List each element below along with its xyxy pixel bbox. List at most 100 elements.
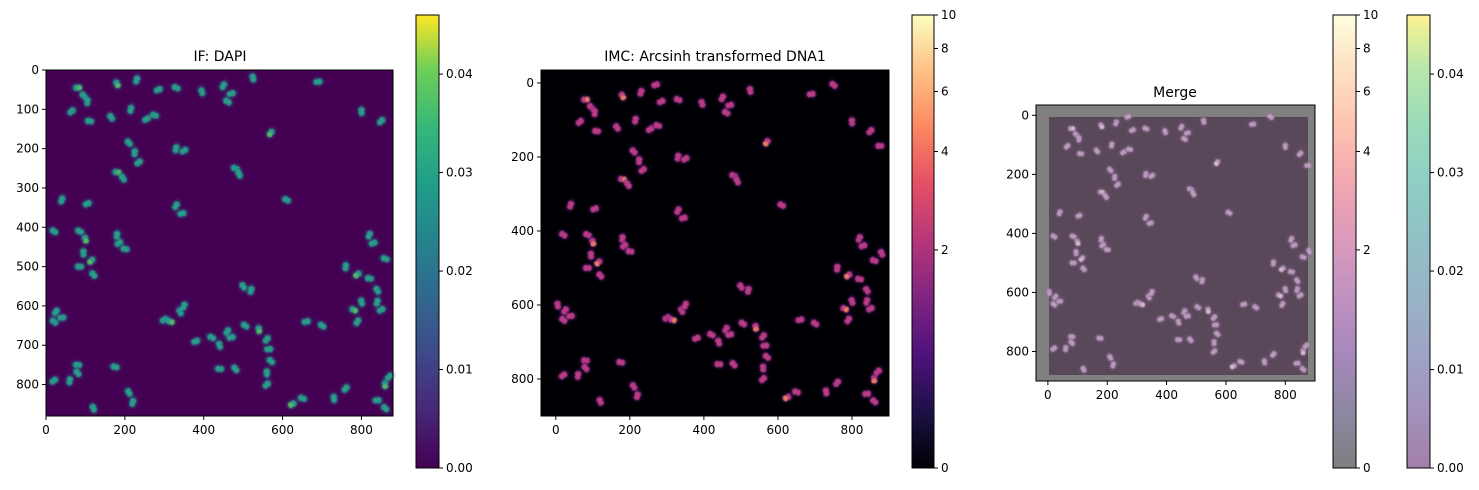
nucleus: [1298, 253, 1308, 261]
nucleus: [1186, 335, 1195, 345]
nucleus: [1236, 358, 1246, 366]
nucleus: [148, 110, 161, 120]
panel-3-y-ticks: 0 200 400 600 800: [1006, 108, 1036, 358]
nucleus: [872, 366, 884, 377]
nucleus: [1136, 300, 1147, 308]
nucleus: [112, 228, 122, 242]
nucleus: [666, 315, 679, 325]
nucleus: [842, 270, 854, 281]
nucleus: [357, 295, 366, 309]
nucleus: [649, 80, 662, 90]
colorbar-tick-label: 0.01: [1437, 363, 1464, 377]
nucleus: [1269, 350, 1278, 359]
nucleus: [1278, 299, 1287, 309]
nucleus: [868, 395, 880, 407]
nucleus: [634, 154, 644, 167]
nucleus: [623, 179, 633, 191]
nucleus: [1108, 140, 1116, 150]
colorbar-tick-label: 4: [941, 145, 949, 159]
nucleus: [1067, 338, 1076, 347]
y-tick-label: 200: [16, 142, 39, 156]
colorbar-tick-label: 6: [941, 85, 949, 99]
nucleus: [757, 373, 769, 385]
panel-if-dapi: IF: DAPI 0 200 400 600 800 0 100 200 300 400 500 6…: [16, 14, 473, 475]
nucleus: [66, 106, 78, 117]
y-tick-label: 800: [16, 378, 39, 392]
colorbar-tick-label: 6: [1363, 85, 1371, 99]
x-tick-label: 0: [42, 423, 50, 437]
nucleus: [367, 238, 380, 248]
nucleus: [853, 274, 866, 284]
nucleus: [83, 95, 92, 108]
nucleus: [651, 121, 664, 130]
colorbar-1-ticks: 0.00 0.01 0.02 0.03 0.04: [439, 67, 473, 475]
nucleus: [1286, 268, 1297, 276]
x-tick-label: 400: [192, 423, 215, 437]
nucleus: [1210, 337, 1218, 348]
panel-imc-dna1: IMC: Arcsinh transformed DNA1 0 200 400 600…: [511, 8, 956, 475]
nucleus: [593, 257, 604, 268]
nucleus: [809, 318, 821, 329]
nucleus: [351, 269, 364, 280]
panel-2-y-ticks: 0 200 400 600 800: [511, 76, 541, 386]
nucleus: [197, 85, 207, 98]
nucleus: [352, 315, 363, 328]
nucleus: [717, 92, 728, 104]
nucleus: [1049, 344, 1059, 353]
panel-3-image-inner: [1049, 117, 1308, 375]
nucleus: [1210, 321, 1221, 329]
nucleus: [714, 335, 724, 349]
nucleus: [1274, 291, 1285, 300]
nucleus: [728, 358, 739, 370]
nucleus: [564, 311, 577, 321]
nucleus: [118, 244, 131, 254]
nucleus: [280, 195, 293, 205]
nucleus: [631, 113, 640, 127]
nucleus: [873, 141, 886, 151]
nucleus: [1094, 334, 1105, 342]
nucleus: [261, 379, 273, 390]
nucleus: [1301, 341, 1311, 350]
nucleus: [1281, 284, 1289, 295]
x-tick-label: 200: [1096, 388, 1119, 402]
nucleus: [261, 333, 272, 345]
nucleus: [230, 363, 241, 375]
nucleus: [832, 261, 842, 275]
x-tick-label: 800: [350, 423, 373, 437]
nucleus: [71, 360, 84, 370]
nucleus: [234, 168, 244, 181]
nucleus: [364, 229, 374, 241]
nucleus: [88, 269, 99, 280]
nucleus: [637, 164, 649, 175]
colorbar-tick-label: 0.03: [1437, 166, 1464, 180]
nucleus: [628, 380, 639, 393]
nucleus: [246, 284, 256, 297]
nucleus: [655, 96, 668, 107]
colorbar-tick-label: 8: [1363, 42, 1371, 56]
nucleus: [1224, 208, 1234, 217]
nucleus: [178, 145, 190, 156]
colorbar-2-ticks: 0 2 4 6 8 10: [934, 8, 956, 475]
nucleus: [123, 386, 134, 399]
nucleus: [677, 213, 690, 223]
nucleus: [1145, 219, 1156, 227]
nucleus: [672, 94, 684, 105]
colorbar-tick-label: 0.00: [1437, 461, 1464, 475]
nucleus: [743, 284, 753, 297]
nucleus: [126, 103, 136, 116]
nucleus: [690, 333, 703, 343]
colorbar-tick-label: 0.04: [446, 67, 473, 81]
panel-2-x-ticks: 0 200 400 600 800: [552, 416, 863, 437]
colorbar-tick-label: 2: [1363, 243, 1371, 257]
nucleus: [112, 78, 122, 90]
nucleus: [865, 125, 876, 137]
nucleus: [375, 115, 387, 127]
nucleus: [876, 247, 887, 260]
nucleus: [357, 105, 366, 118]
y-tick-label: 100: [16, 102, 39, 116]
nucleus: [579, 356, 592, 365]
nucleus: [1127, 126, 1138, 134]
panel-3-x-ticks: 0 200 400 600 800: [1044, 381, 1297, 402]
panel-1-frame: [45, 69, 394, 417]
nucleus: [179, 300, 189, 312]
